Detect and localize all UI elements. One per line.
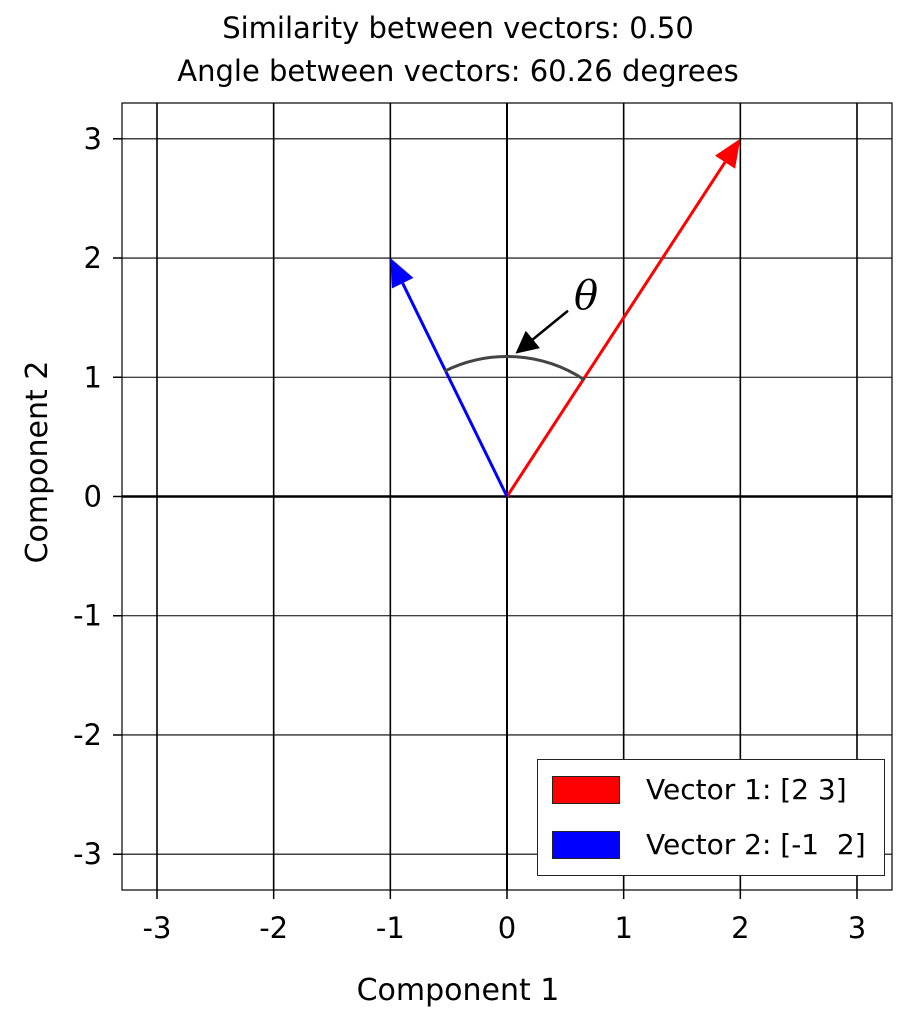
x-tick-label: 1 [614,911,632,945]
vectors [390,138,741,498]
angle-annotation: θ [443,273,598,382]
y-tick-label: -1 [73,599,102,633]
theta-label: θ [574,273,598,319]
x-tick-label: -1 [376,911,405,945]
vector-1-arrowhead [714,138,741,169]
chart-title-line-1: Similarity between vectors: 0.50 [222,11,694,45]
y-tick-label: 2 [84,241,102,275]
x-tick-label: 0 [498,911,516,945]
vector-2-shaft [401,282,509,498]
legend-item-vector-1: Vector 1: [2 3] [552,775,847,805]
x-tick-label: -3 [143,911,172,945]
chart-title-line-2: Angle between vectors: 60.26 degrees [177,54,739,88]
legend-swatch-vector-1 [552,776,620,804]
legend-label-vector-2: Vector 2: [-1 2] [646,828,866,861]
y-tick-label: -3 [73,837,102,871]
x-tick-label: 2 [731,911,749,945]
axes [113,102,893,899]
x-axis-label: Component 1 [356,973,560,1008]
y-tick-label: -2 [73,718,102,752]
tick-labels: -3 -2 -1 0 1 2 3 -3 -2 -1 0 1 2 3 [73,122,866,945]
y-tick-label: 3 [84,122,102,156]
y-tick-label: 1 [84,360,102,394]
angle-arc [443,355,586,382]
vector-1-shaft [505,161,727,498]
x-tick-label: 3 [848,911,866,945]
y-axis-label: Component 2 [20,360,55,564]
legend: Vector 1: [2 3] Vector 2: [-1 2] [537,759,885,876]
vector-2-arrowhead [390,258,414,289]
angle-pointer-arrow [515,309,569,354]
x-tick-label: -2 [259,911,288,945]
legend-item-vector-2: Vector 2: [-1 2] [552,830,866,860]
legend-label-vector-1: Vector 1: [2 3] [646,773,847,806]
legend-swatch-vector-2 [552,831,620,859]
y-tick-label: 0 [84,480,102,514]
